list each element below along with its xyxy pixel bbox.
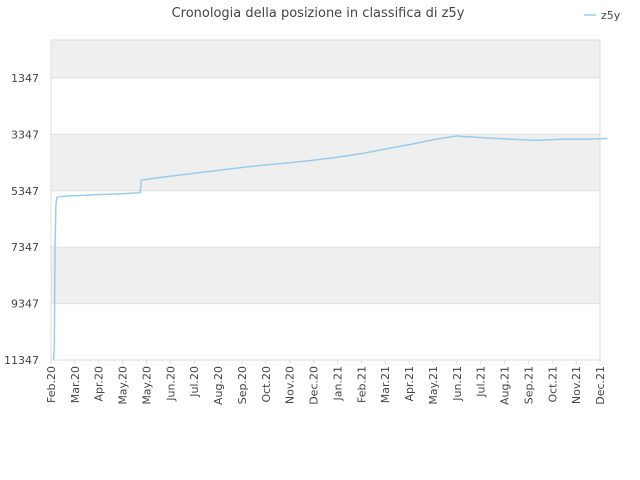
y-tick-label: 9347 <box>11 298 39 311</box>
y-tick-label: 3347 <box>11 128 39 141</box>
x-tick-label: Feb.21 <box>355 366 368 403</box>
x-tick-label: Aug.21 <box>499 366 512 405</box>
y-axis: 1347 3347 5347 7347 9347 11347 <box>4 72 39 367</box>
plot-band <box>51 77 600 135</box>
x-tick-label: Nov.21 <box>570 366 583 404</box>
x-tick-label: Sep.20 <box>236 366 249 404</box>
x-tick-label: Jan.21 <box>331 366 344 401</box>
series-line-z5y <box>52 135 608 361</box>
y-tick-label: 5347 <box>11 185 39 198</box>
x-tick-label: Oct.20 <box>260 366 273 403</box>
legend-label: z5y <box>601 9 621 22</box>
chart-title: Cronologia della posizione in classifica… <box>172 6 465 21</box>
x-tick-label: Dec.21 <box>594 366 607 405</box>
x-tick-label: Mar.21 <box>379 366 392 403</box>
x-tick-label: May.20 <box>140 366 153 405</box>
legend: z5y <box>584 9 621 22</box>
x-axis: Feb.20 Mar.20 Apr.20 May.20 May.20 Jun.20 Jul.… <box>45 360 607 405</box>
plot-band <box>51 134 600 191</box>
x-tick-label: Nov.20 <box>284 366 297 404</box>
plot-band <box>51 190 600 248</box>
x-tick-label: Sep.21 <box>522 366 535 404</box>
x-tick-label: Oct.21 <box>546 366 559 403</box>
x-tick-label: Mar.20 <box>69 366 82 403</box>
y-tick-label: 11347 <box>4 354 39 367</box>
plot-band <box>51 303 600 360</box>
plot-band <box>51 247 600 304</box>
x-tick-label: Aug.20 <box>212 366 225 405</box>
x-tick-label: May.20 <box>117 366 130 405</box>
x-tick-label: Apr.20 <box>93 366 106 402</box>
series-group <box>52 135 608 361</box>
plot-bands <box>51 40 600 360</box>
x-tick-label: May.21 <box>427 366 440 405</box>
x-tick-label: Feb.20 <box>45 366 58 403</box>
x-tick-label: Jul.21 <box>475 366 488 398</box>
x-tick-label: Apr.21 <box>403 366 416 402</box>
x-tick-label: Jun.20 <box>164 366 177 402</box>
plot-frame <box>50 39 601 361</box>
y-tick-label: 7347 <box>11 241 39 254</box>
plot-band <box>51 40 600 78</box>
x-tick-label: Dec.20 <box>308 366 321 405</box>
y-tick-label: 1347 <box>11 72 39 85</box>
x-tick-label: Jul.20 <box>188 366 201 398</box>
x-tick-label: Jun.21 <box>451 366 464 402</box>
